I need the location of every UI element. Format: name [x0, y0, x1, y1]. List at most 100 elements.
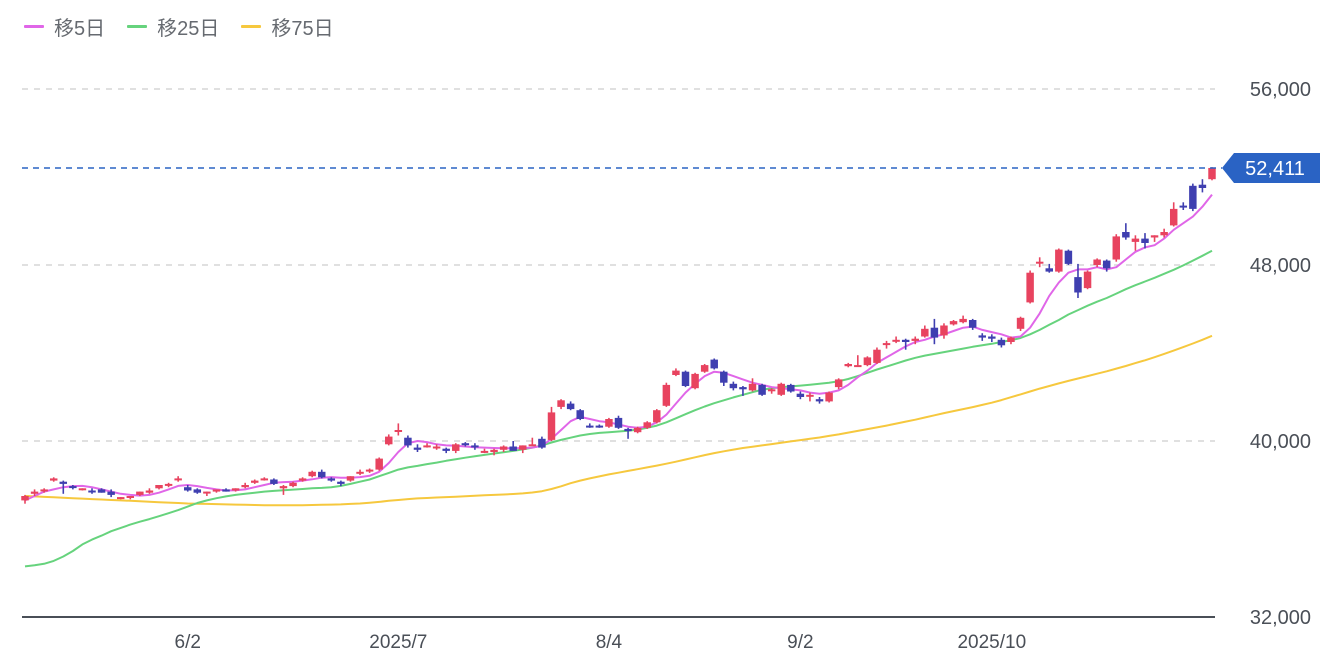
ma-line [24, 249, 1213, 568]
candle [710, 358, 718, 370]
candle [471, 443, 479, 450]
candle [528, 437, 537, 447]
candle [997, 337, 1006, 348]
candle [174, 476, 182, 482]
candle [901, 338, 910, 350]
candle [949, 320, 958, 326]
candle [318, 469, 326, 479]
x-tick-label: 2025/7 [369, 632, 427, 653]
candle [1093, 258, 1101, 268]
candle [1026, 270, 1034, 304]
candle [777, 382, 785, 396]
candle [251, 479, 259, 484]
ma-line [24, 334, 1213, 507]
candle [480, 448, 489, 454]
candle [653, 409, 661, 424]
candle [126, 496, 135, 500]
candle [892, 336, 900, 344]
candle [700, 364, 709, 373]
candle [767, 388, 776, 394]
candle [959, 315, 967, 324]
current-price-tag: 52,411 [1222, 152, 1320, 183]
legend-label-ma5: 移5日 [54, 18, 106, 40]
candle [490, 448, 498, 456]
candle [882, 340, 891, 349]
candle [499, 445, 508, 452]
candle [97, 488, 106, 493]
candle [88, 488, 96, 494]
candle [107, 489, 115, 498]
candle [1131, 235, 1140, 251]
candle [806, 392, 814, 402]
candle [758, 383, 766, 396]
candle [844, 362, 852, 368]
candle [279, 485, 288, 495]
y-tick-label: 40,000 [1250, 431, 1311, 453]
candle [423, 443, 431, 448]
candle [1083, 270, 1092, 290]
candles [21, 167, 1216, 504]
candle [633, 426, 642, 434]
candle [1160, 228, 1168, 238]
candle [375, 457, 383, 471]
candle [193, 488, 202, 494]
candle [270, 478, 278, 485]
candle [1179, 202, 1188, 210]
legend-label-ma25: 移25日 [157, 18, 220, 40]
legend-item-ma25[interactable]: 移25日 [127, 12, 219, 41]
candle [614, 415, 623, 429]
candle [222, 488, 230, 492]
candle [739, 386, 747, 396]
legend-item-ma5[interactable]: 移5日 [24, 12, 105, 41]
price-tag-shape [1222, 152, 1320, 183]
y-tick-label: 48,000 [1250, 255, 1311, 277]
candle [1016, 316, 1025, 331]
candle [643, 421, 651, 429]
candle [404, 435, 412, 448]
candle [605, 417, 613, 428]
candle [940, 323, 948, 339]
candle [978, 333, 986, 341]
candle [576, 409, 584, 421]
candle [873, 347, 881, 364]
candle [184, 485, 192, 492]
candle [69, 485, 77, 490]
candle [748, 378, 757, 392]
candle [1035, 257, 1044, 268]
candle [1112, 234, 1121, 262]
candle [30, 489, 39, 496]
candle [432, 444, 441, 450]
candle [672, 368, 680, 377]
candle [116, 497, 125, 500]
candle [624, 427, 632, 439]
candle [557, 399, 565, 410]
candle [787, 383, 795, 393]
candle [1102, 259, 1111, 272]
candle [394, 423, 403, 436]
candle [337, 480, 345, 487]
grid-lines [22, 88, 1215, 442]
candle [720, 370, 728, 386]
candle [356, 469, 364, 476]
candle [21, 494, 29, 504]
candle [1007, 336, 1015, 345]
moving-average-lines [24, 193, 1213, 568]
candle [547, 406, 556, 441]
ma5-swatch-icon [24, 25, 44, 28]
candle [854, 355, 862, 368]
candle [78, 488, 87, 491]
candle [538, 436, 546, 449]
candle [968, 318, 977, 330]
candle [729, 381, 738, 391]
candle [365, 468, 374, 473]
candle [461, 442, 470, 447]
candle [452, 443, 460, 454]
candle [1150, 235, 1159, 242]
candle [691, 372, 699, 390]
legend-item-ma75[interactable]: 移75日 [241, 12, 334, 41]
candle [681, 370, 690, 388]
candle [1189, 183, 1197, 212]
candle [595, 424, 604, 428]
candle [1141, 233, 1149, 249]
